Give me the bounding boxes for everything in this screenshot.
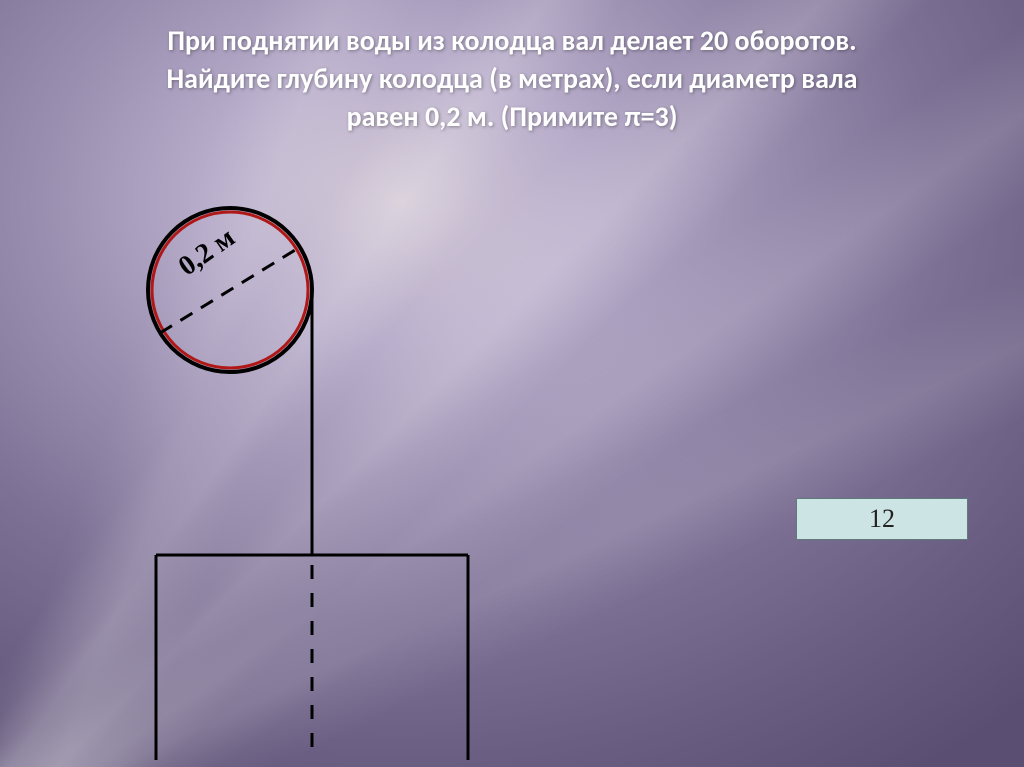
answer-box: 12 (796, 498, 968, 540)
problem-title: При поднятии воды из колодца вал делает … (0, 22, 1024, 135)
well-diagram: 0,2 м (70, 200, 490, 760)
answer-value: 12 (869, 504, 895, 534)
diagram-svg (70, 200, 490, 760)
title-line-1: При поднятии воды из колодца вал делает … (167, 23, 856, 58)
title-line-3: равен 0,2 м. (Примите π=3) (347, 99, 678, 134)
title-line-2: Найдите глубину колодца (в метрах), если… (167, 61, 858, 96)
